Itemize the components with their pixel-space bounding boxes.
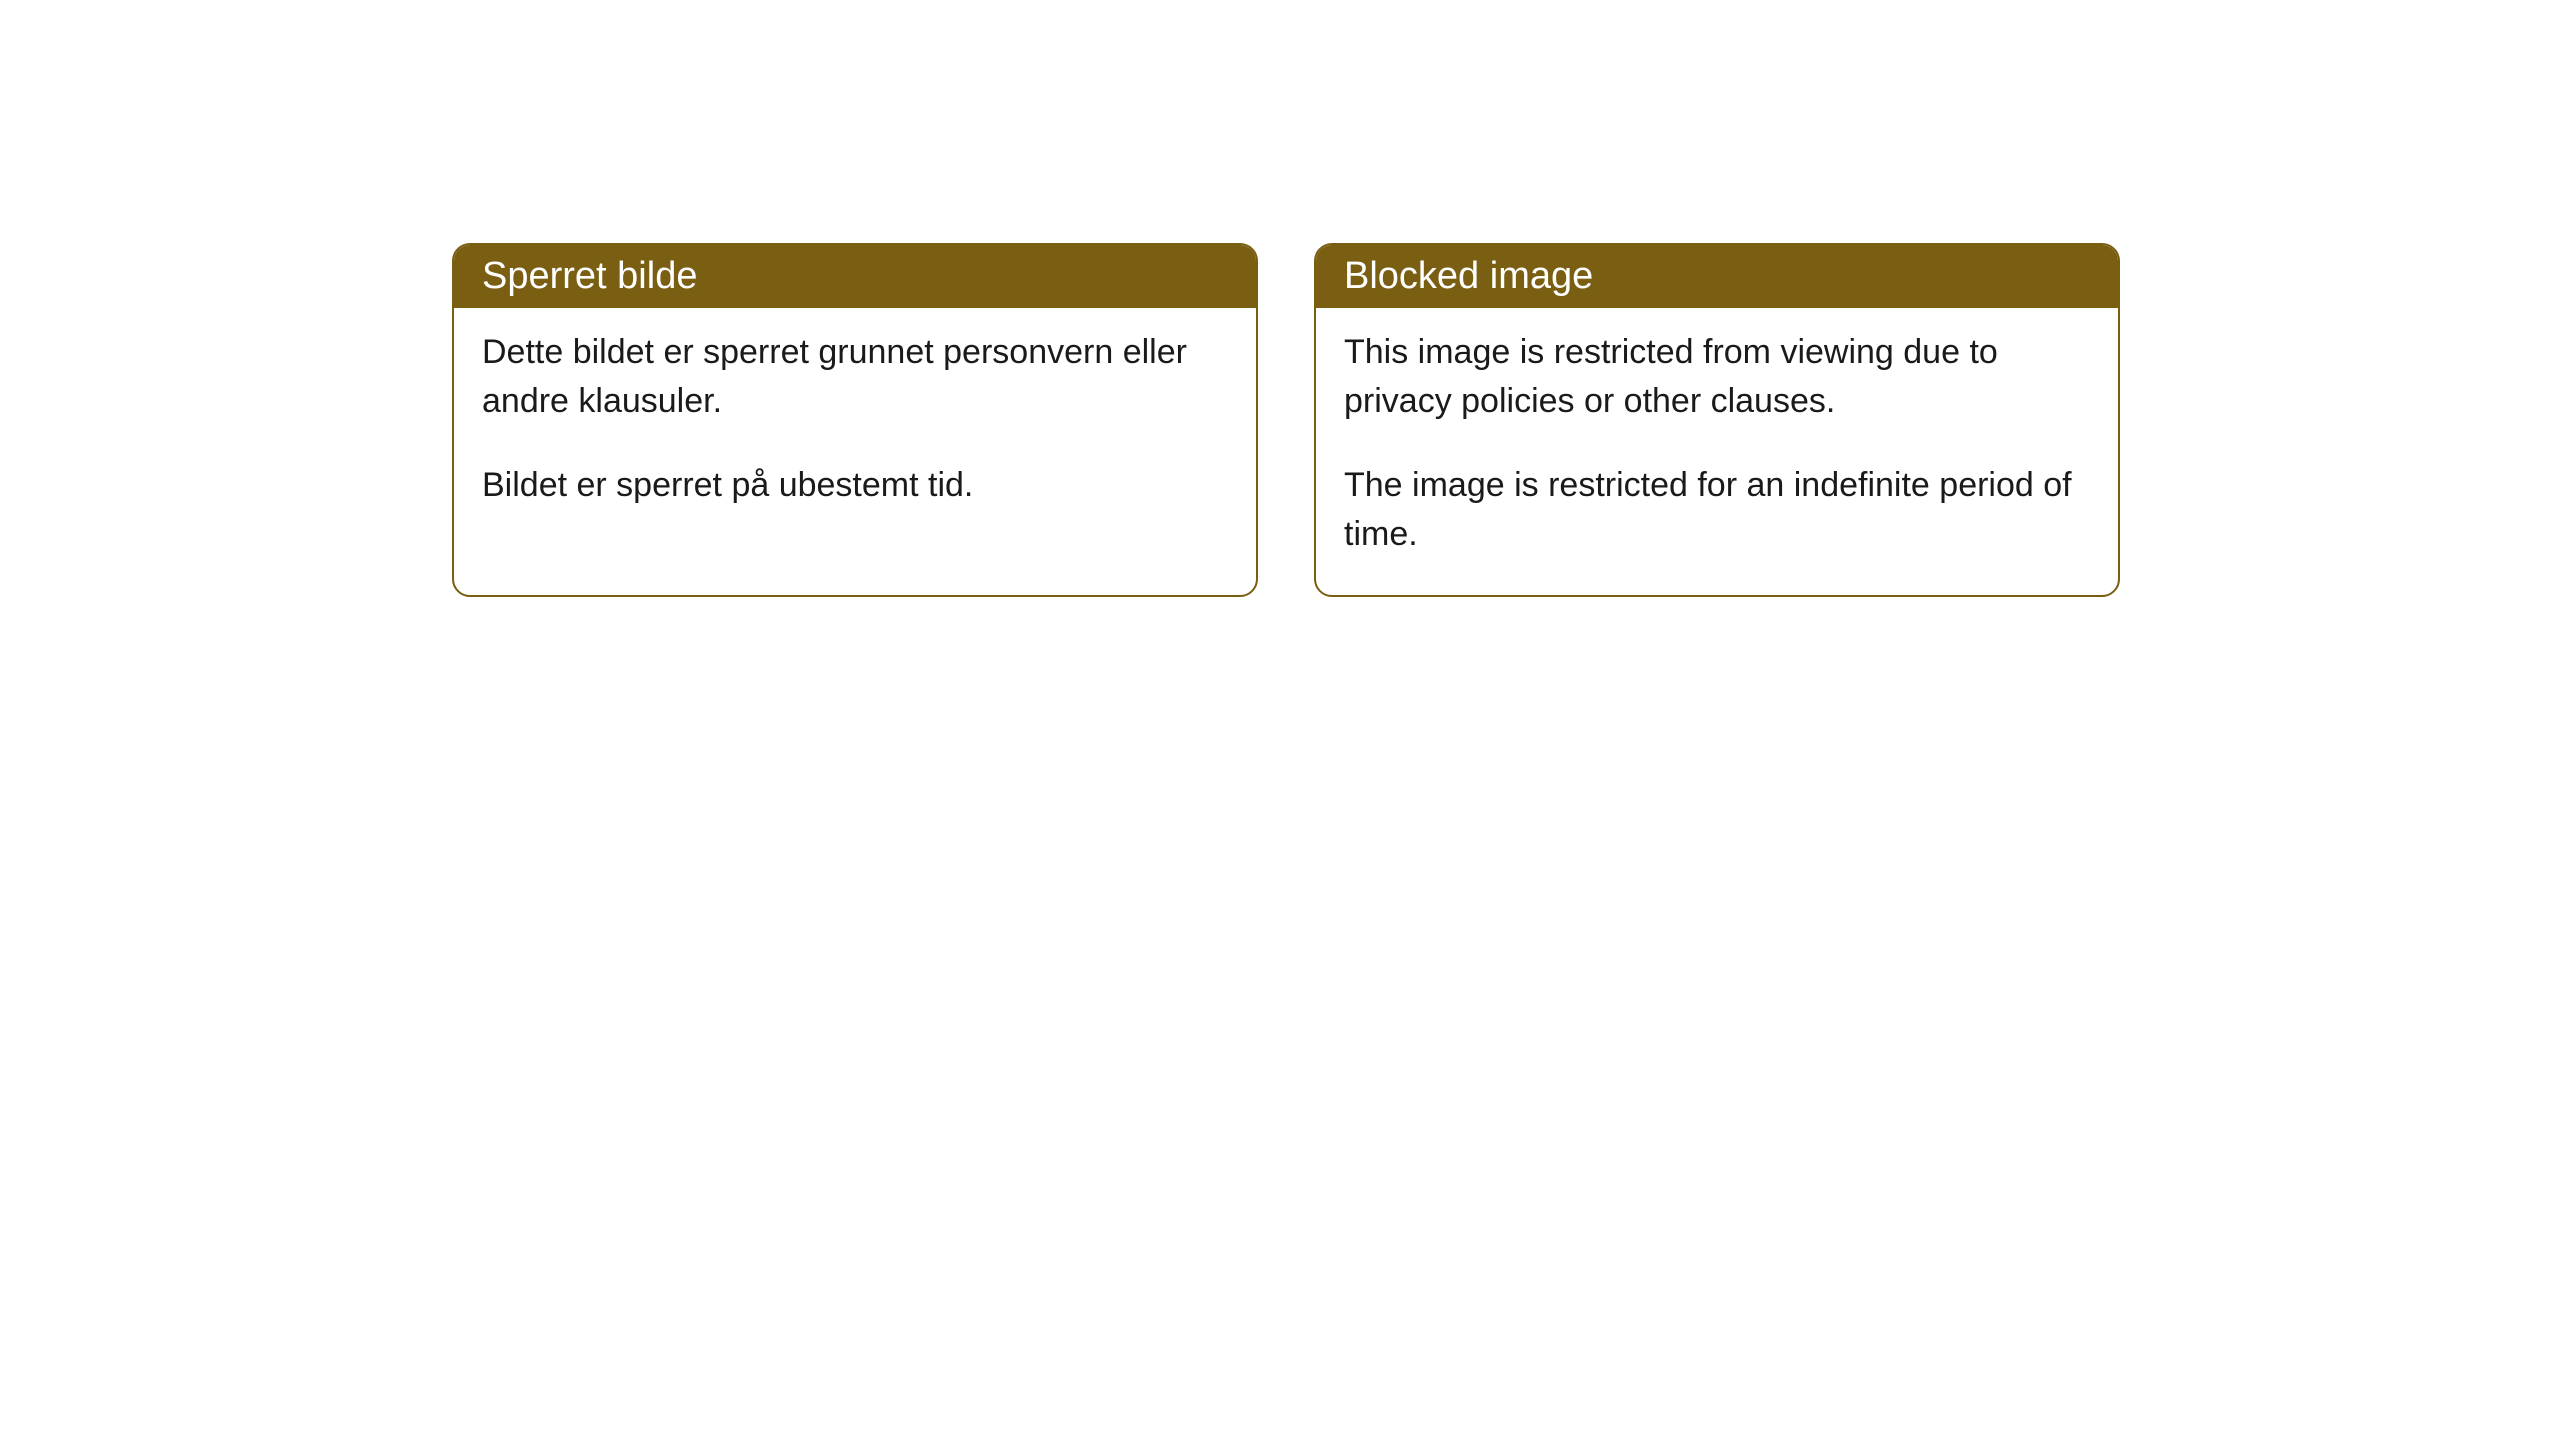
card-paragraph-2-no: Bildet er sperret på ubestemt tid.: [482, 461, 1228, 510]
card-paragraph-1-en: This image is restricted from viewing du…: [1344, 328, 2090, 427]
card-paragraph-2-en: The image is restricted for an indefinit…: [1344, 461, 2090, 560]
blocked-image-card-no: Sperret bilde Dette bildet er sperret gr…: [452, 243, 1258, 597]
card-header-en: Blocked image: [1316, 245, 2118, 308]
card-body-en: This image is restricted from viewing du…: [1316, 308, 2118, 595]
card-header-no: Sperret bilde: [454, 245, 1256, 308]
card-paragraph-1-no: Dette bildet er sperret grunnet personve…: [482, 328, 1228, 427]
card-body-no: Dette bildet er sperret grunnet personve…: [454, 308, 1256, 546]
cards-container: Sperret bilde Dette bildet er sperret gr…: [452, 243, 2560, 597]
blocked-image-card-en: Blocked image This image is restricted f…: [1314, 243, 2120, 597]
